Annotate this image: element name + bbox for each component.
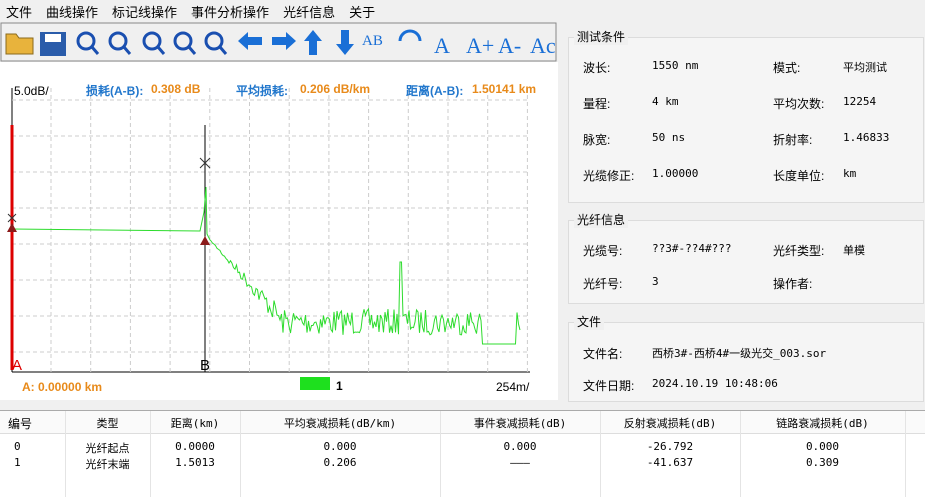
- toolbar-icons[interactable]: [5, 29, 422, 56]
- field-label: 模式:: [773, 61, 801, 75]
- field-value: 平均测试: [843, 61, 887, 74]
- column-divider: [65, 411, 66, 497]
- menu-item[interactable]: 关于: [349, 5, 376, 20]
- y-scale: 5.0dB/: [14, 84, 49, 98]
- table-cell: 0.000: [503, 440, 537, 453]
- field-value: 4 km: [652, 95, 679, 108]
- trace: [11, 186, 521, 345]
- menu-bar: 文件 曲线操作 标记线操作 事件分析操作 光纤信息 关于: [6, 2, 389, 21]
- table-cell: 0.309: [805, 456, 840, 469]
- toolbar-button[interactable]: Ac: [530, 33, 556, 58]
- legend-label: 1: [336, 379, 343, 393]
- field-label: 折射率:: [773, 133, 813, 147]
- table-cell: -26.792: [646, 440, 694, 453]
- menu-item[interactable]: 曲线操作: [46, 5, 99, 20]
- x-scale: 254m/: [496, 380, 530, 394]
- field-label: 文件日期:: [583, 379, 635, 393]
- field-label: 文件名:: [583, 347, 623, 361]
- toolbar-button[interactable]: A: [434, 33, 450, 58]
- field-label: 操作者:: [773, 277, 813, 291]
- table-cell: 0: [14, 440, 21, 453]
- avg-loss-label: 平均损耗:: [236, 84, 288, 98]
- field-value: ??3#-??4#???: [652, 242, 732, 255]
- loss-label: 损耗(A-B):: [86, 84, 144, 98]
- field-label: 脉宽:: [583, 133, 611, 147]
- table-cell: 0.000: [323, 440, 357, 453]
- column-header: 平均衰减损耗(dB/km): [283, 417, 397, 430]
- column-divider: [905, 411, 906, 497]
- legend-swatch: [300, 377, 330, 390]
- field-label: 平均次数:: [773, 97, 825, 111]
- cursor: A: 0.00000 km: [22, 380, 103, 394]
- field-label: 量程:: [583, 97, 611, 111]
- table-header-bg: [0, 411, 925, 434]
- field-label: 光纤号:: [583, 277, 623, 291]
- avg-loss-value: 0.206 dB/km: [300, 82, 371, 96]
- group-box: [568, 322, 924, 402]
- field-value: km: [843, 167, 857, 180]
- field-value: 3: [652, 275, 659, 288]
- field-value: 1.00000: [652, 167, 699, 180]
- marker-b-label: B: [200, 357, 211, 374]
- column-header: 反射衰减损耗(dB): [623, 417, 717, 430]
- column-header: 类型: [96, 417, 119, 430]
- table-cell: -41.637: [646, 456, 694, 469]
- menu-item[interactable]: 事件分析操作: [191, 5, 270, 20]
- menu-item[interactable]: 标记线操作: [112, 5, 178, 20]
- toolbar-button[interactable]: A+: [466, 33, 495, 58]
- field-label: 波长:: [583, 61, 611, 75]
- field-value: 单模: [843, 244, 865, 257]
- table-cell: 1.5013: [175, 456, 215, 469]
- distance-label: 距离(A-B):: [406, 84, 464, 98]
- column-header: 编号: [8, 417, 33, 431]
- column-divider: [740, 411, 741, 497]
- group-title: 文件: [574, 313, 605, 330]
- group-title: 光纤信息: [574, 211, 629, 228]
- field-value: 50 ns: [652, 131, 686, 144]
- field-label: 长度单位:: [773, 169, 825, 183]
- field-value: 2024.10.19 10:48:06: [652, 377, 778, 390]
- menu-item[interactable]: 文件: [6, 5, 33, 20]
- table-cell: ———: [510, 456, 530, 469]
- table-cell: 光纤末端: [85, 458, 130, 471]
- group-box: [568, 220, 924, 304]
- field-value: 12254: [843, 95, 877, 108]
- field-value: 西桥3#-西桥4#一级光交_003.sor: [652, 347, 827, 360]
- field-value: 1.46833: [843, 131, 890, 144]
- event-table: 编号 类型 距离(km) 平均衰减损耗(dB/km) 事件衰减损耗(dB) 反射衰减损耗(…: [0, 410, 925, 497]
- column-divider: [600, 411, 601, 497]
- field-value: 1550 nm: [652, 59, 699, 72]
- column-divider: [440, 411, 441, 497]
- group-box: [568, 37, 924, 203]
- column-header: 距离(km): [170, 417, 220, 430]
- column-divider: [150, 411, 151, 497]
- field-label: 光缆号:: [583, 244, 623, 258]
- table-cell: 1: [14, 456, 21, 469]
- group-title: 测试条件: [574, 28, 629, 45]
- table-cell: 0.206: [323, 456, 357, 469]
- column-header: 链路衰减损耗(dB): [776, 417, 869, 430]
- loss-value: 0.308 dB: [151, 82, 201, 96]
- table-cell: 光纤起点: [85, 442, 130, 455]
- marker-a-label: A: [12, 357, 23, 374]
- table-cell: 0.000: [805, 440, 840, 453]
- graph-panel: [0, 22, 558, 400]
- plot-bg: [0, 62, 558, 400]
- distance-value: 1.50141 km: [472, 82, 537, 96]
- column-divider: [240, 411, 241, 497]
- toolbar-button[interactable]: AB: [362, 33, 383, 49]
- field-label: 光纤类型:: [773, 244, 825, 258]
- column-header: 事件衰减损耗(dB): [473, 417, 567, 430]
- table-cell: 0.0000: [175, 440, 215, 453]
- field-label: 光缆修正:: [583, 169, 635, 183]
- menu-item[interactable]: 光纤信息: [283, 5, 336, 20]
- cross-marks: [7, 157, 211, 223]
- toolbar-button[interactable]: A-: [498, 33, 522, 58]
